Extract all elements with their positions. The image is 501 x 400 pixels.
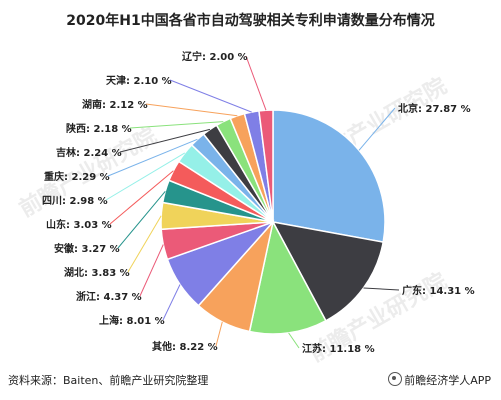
- leader-line: [169, 79, 252, 113]
- leader-line: [145, 103, 238, 117]
- pie-slice: [272, 109, 386, 243]
- leader-line: [245, 55, 267, 111]
- leader-line: [119, 128, 211, 153]
- source-note: 资料来源：Baiten、前瞻产业研究院整理: [8, 374, 209, 387]
- slice-label: 浙江: 4.37 %: [76, 290, 142, 303]
- leader-line: [117, 190, 166, 249]
- leader-line: [363, 287, 400, 291]
- brand-logo-icon: [388, 372, 403, 386]
- leader-line: [129, 121, 224, 129]
- leader-line: [127, 215, 162, 273]
- slice-label: 湖南: 2.12 %: [82, 98, 148, 111]
- leader-line: [358, 107, 396, 151]
- slice-label: 湖北: 3.83 %: [64, 266, 130, 279]
- slice-label: 江苏: 11.18 %: [302, 342, 375, 355]
- slice-label: 广东: 14.31 %: [402, 284, 475, 297]
- slice-label: 山东: 3.03 %: [46, 218, 112, 231]
- slice-label: 陕西: 2.18 %: [66, 122, 132, 135]
- pie-slice: [258, 109, 274, 223]
- pie-slice: [248, 219, 327, 335]
- brand: 前瞻经济学人APP: [388, 372, 491, 388]
- slice-label: 重庆: 2.29 %: [44, 170, 110, 183]
- chart-title: 2020年H1中国各省市自动驾驶相关专利申请数量分布情况: [66, 13, 435, 29]
- slice-label: 天津: 2.10 %: [106, 74, 172, 87]
- leader-line: [107, 138, 198, 177]
- slice-label: 吉林: 2.24 %: [56, 146, 122, 159]
- slice-label: 上海: 8.01 %: [99, 314, 165, 327]
- brand-label: 前瞻经济学人APP: [404, 374, 491, 387]
- slice-label: 北京: 27.87 %: [398, 102, 471, 115]
- slice-label: 四川: 2.98 %: [42, 195, 108, 207]
- leader-line: [162, 284, 181, 321]
- footer: 资料来源：Baiten、前瞻产业研究院整理 前瞻经济学人APP: [0, 372, 501, 394]
- leader-line: [109, 170, 174, 225]
- leader-line: [105, 152, 186, 201]
- slice-label: 其他: 8.22 %: [152, 340, 218, 353]
- leader-line: [215, 321, 223, 347]
- leader-line: [139, 244, 164, 297]
- slice-label: 辽宁: 2.00 %: [182, 50, 248, 63]
- slice-label: 安徽: 3.27 %: [54, 242, 120, 255]
- leader-line: [288, 332, 300, 349]
